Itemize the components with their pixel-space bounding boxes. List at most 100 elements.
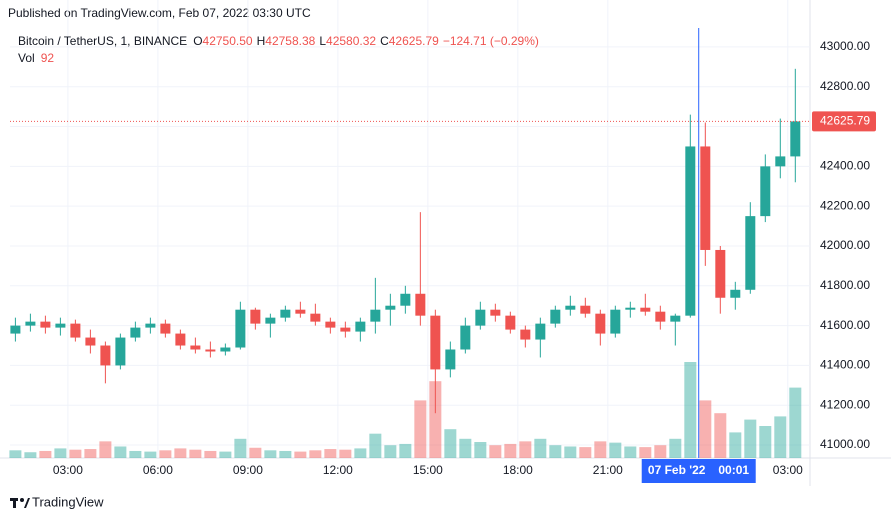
volume-bar [504, 443, 517, 458]
volume-bar [444, 429, 457, 458]
x-tick-label: 21:00 [593, 463, 623, 477]
candle-body [445, 349, 456, 370]
candle-body [85, 337, 96, 346]
brand: TradingView [32, 494, 104, 509]
candle-body [670, 315, 681, 322]
candle-body [685, 146, 696, 316]
candle-body [520, 329, 531, 340]
candle-body [640, 307, 651, 312]
volume-bar [759, 426, 772, 458]
candle-body [250, 309, 261, 324]
candle-body [145, 323, 156, 328]
candle-body [385, 305, 396, 310]
volume-bar [339, 449, 352, 458]
candle-body [565, 305, 576, 310]
candle-body [340, 327, 351, 332]
last-price-label: 42625.79 [820, 114, 870, 128]
candle-body [310, 313, 321, 322]
volume-bar [249, 447, 262, 458]
candle-body [40, 321, 51, 328]
volume-bar [279, 450, 292, 458]
crosshair-date: 07 Feb '22 [648, 463, 706, 477]
candle-body [535, 323, 546, 340]
x-tick-label: 06:00 [143, 463, 173, 477]
volume-bar [99, 441, 112, 458]
y-tick-label: 41000.00 [820, 437, 870, 451]
volume-bar [354, 448, 367, 458]
candle-body [70, 323, 81, 338]
volume-bar [609, 442, 622, 458]
candle-body [400, 293, 411, 306]
volume-bar [219, 451, 232, 458]
ohlc-value: 42580.32 [326, 34, 376, 48]
volume-bar [414, 400, 427, 458]
volume-bar [24, 452, 37, 458]
volume-bar [129, 450, 142, 458]
y-tick-label: 41400.00 [820, 358, 870, 372]
volume-label: Vol [18, 51, 35, 65]
volume-bar [69, 449, 82, 458]
candle-body [730, 289, 741, 298]
candle-body [265, 317, 276, 324]
candle-body [370, 309, 381, 322]
candle-body [220, 347, 231, 352]
y-tick-label: 42800.00 [820, 79, 870, 93]
crosshair-time: 00:01 [718, 463, 749, 477]
y-tick-label: 42200.00 [820, 198, 870, 212]
x-tick-label: 03:00 [53, 463, 83, 477]
candle-body [130, 327, 141, 338]
ohlc-value: 42758.38 [265, 34, 315, 48]
candle-body [580, 305, 591, 314]
candle-body [760, 166, 771, 217]
ohlc-label: H [257, 34, 266, 48]
candle-body [175, 333, 186, 346]
volume-bar [744, 419, 757, 458]
candle-body [10, 325, 21, 334]
volume-bar [429, 381, 442, 458]
volume-bar [564, 446, 577, 458]
y-tick-label: 42400.00 [820, 159, 870, 173]
volume-bar [774, 416, 787, 458]
volume-bar [369, 433, 382, 458]
candle-body [790, 121, 801, 157]
volume-bar [189, 449, 202, 458]
ohlc-label: C [380, 34, 389, 48]
candle-body [550, 309, 561, 324]
volume-bar [84, 449, 97, 458]
volume-bar [474, 442, 487, 458]
volume-bar [174, 448, 187, 458]
volume-bar [234, 438, 247, 458]
volume-bar [714, 413, 727, 458]
volume-bar [54, 448, 67, 458]
volume-bar [324, 449, 337, 458]
volume-bar [654, 445, 667, 458]
published-note: Published on TradingView.com, Feb 07, 20… [8, 6, 311, 20]
volume-bar [309, 450, 322, 458]
candle-body [505, 315, 516, 330]
candle-body [490, 309, 501, 316]
volume-bar [264, 450, 277, 458]
candle-body [280, 309, 291, 318]
y-tick-label: 41200.00 [820, 397, 870, 411]
y-tick-label: 43000.00 [820, 39, 870, 53]
ohlc-label: O [193, 34, 202, 48]
volume-bar [384, 445, 397, 458]
x-tick-label: 15:00 [413, 463, 443, 477]
candle-body [325, 321, 336, 328]
volume-bar [579, 447, 592, 458]
volume-bar [519, 441, 532, 458]
ohlc-value: 42750.50 [203, 34, 253, 48]
volume-bar [294, 451, 307, 458]
candle-body [25, 321, 36, 326]
volume-value: 92 [41, 51, 55, 65]
change: −124.71 (−0.29%) [443, 34, 539, 48]
candle-body [415, 293, 426, 316]
x-tick-label: 09:00 [233, 463, 263, 477]
volume-bar [549, 445, 562, 458]
volume-bar [459, 438, 472, 458]
last-price-box [812, 111, 876, 132]
x-tick-label: 03:00 [773, 463, 803, 477]
volume-bar [144, 451, 157, 458]
candle-body [160, 323, 171, 334]
